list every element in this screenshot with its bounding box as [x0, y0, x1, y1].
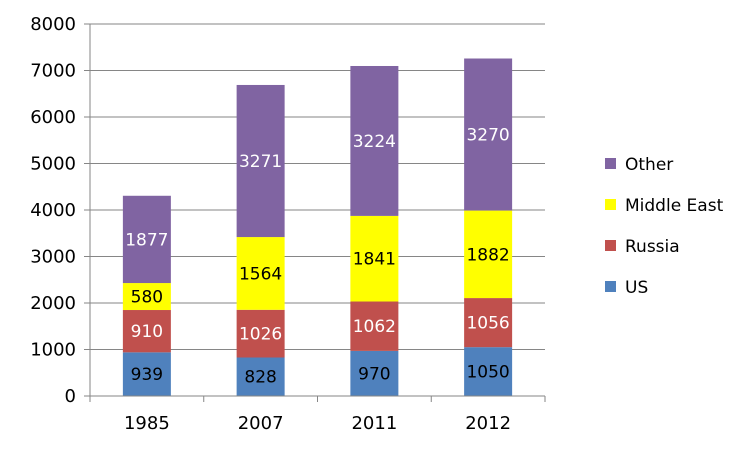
y-tick-label-2000: 2000 — [30, 293, 76, 314]
x-tick-label-2011: 2011 — [351, 413, 397, 434]
legend-label-middle-east: Middle East — [625, 196, 724, 216]
axes — [89, 24, 546, 402]
legend-swatch-middle-east — [605, 199, 616, 210]
y-tick-label-1000: 1000 — [30, 340, 76, 361]
data-label-2007-middle-east: 1564 — [239, 264, 282, 284]
data-label-1985-middle-east: 580 — [131, 288, 163, 308]
legend-swatch-other — [605, 158, 616, 169]
data-label-1985-russia: 910 — [131, 322, 163, 342]
bar-2011-other — [350, 65, 399, 216]
data-label-2012-other: 3270 — [466, 126, 509, 146]
bar-1985-other — [122, 195, 171, 284]
y-tick-label-5000: 5000 — [30, 154, 76, 175]
x-tick-label-2012: 2012 — [465, 413, 511, 434]
y-tick-label-0: 0 — [65, 386, 76, 407]
y-tick-label-3000: 3000 — [30, 247, 76, 268]
bar-2007-middle-east — [236, 237, 285, 310]
bar-1985-middle-east — [122, 283, 171, 311]
data-label-2012-russia: 1056 — [466, 314, 509, 334]
y-tick-label-4000: 4000 — [30, 200, 76, 221]
bar-2012-us — [464, 347, 513, 396]
legend-swatch-russia — [605, 240, 616, 251]
data-label-2011-russia: 1062 — [353, 317, 396, 337]
bar-2011-middle-east — [350, 215, 399, 302]
data-label-2007-us: 828 — [244, 368, 276, 388]
data-label-1985-other: 1877 — [125, 230, 168, 250]
x-tick-label-2007: 2007 — [238, 413, 284, 434]
bar-2012-middle-east — [464, 210, 513, 299]
legend-label-us: US — [625, 278, 648, 298]
bar-2007-russia — [236, 309, 285, 358]
y-tick-label-6000: 6000 — [30, 107, 76, 128]
y-tick-label-7000: 7000 — [30, 61, 76, 82]
y-axis-tick-labels: 0 1000 2000 3000 4000 5000 6000 7000 8000 — [30, 14, 76, 407]
data-label-2007-russia: 1026 — [239, 325, 282, 345]
legend-label-other: Other — [625, 155, 673, 175]
data-label-2011-middle-east: 1841 — [353, 250, 396, 270]
bar-2012-other — [464, 58, 513, 211]
y-tick-label-8000: 8000 — [30, 14, 76, 35]
bar-2007-other — [236, 84, 285, 238]
x-axis-tick-labels: 1985 2007 2011 2012 — [124, 413, 511, 434]
legend: Other Middle East Russia US — [605, 155, 724, 298]
bars: 939 910 580 1877 828 1026 1564 3271 970 1062 1841 3… — [122, 58, 513, 396]
bar-2011-us — [350, 350, 399, 396]
data-label-2011-other: 3224 — [353, 132, 396, 152]
legend-swatch-us — [605, 281, 616, 292]
data-label-2012-us: 1050 — [466, 363, 509, 383]
data-label-1985-us: 939 — [131, 365, 163, 385]
legend-label-russia: Russia — [625, 237, 680, 257]
data-label-2007-other: 3271 — [239, 152, 282, 172]
x-tick-label-1985: 1985 — [124, 413, 170, 434]
data-label-2011-us: 970 — [358, 364, 390, 384]
bar-2012-russia — [464, 298, 513, 348]
bar-2007-us — [236, 357, 285, 396]
bar-1985-russia — [122, 310, 171, 353]
bar-2011-russia — [350, 301, 399, 351]
bar-1985-us — [122, 352, 171, 396]
data-label-2012-middle-east: 1882 — [466, 245, 509, 265]
